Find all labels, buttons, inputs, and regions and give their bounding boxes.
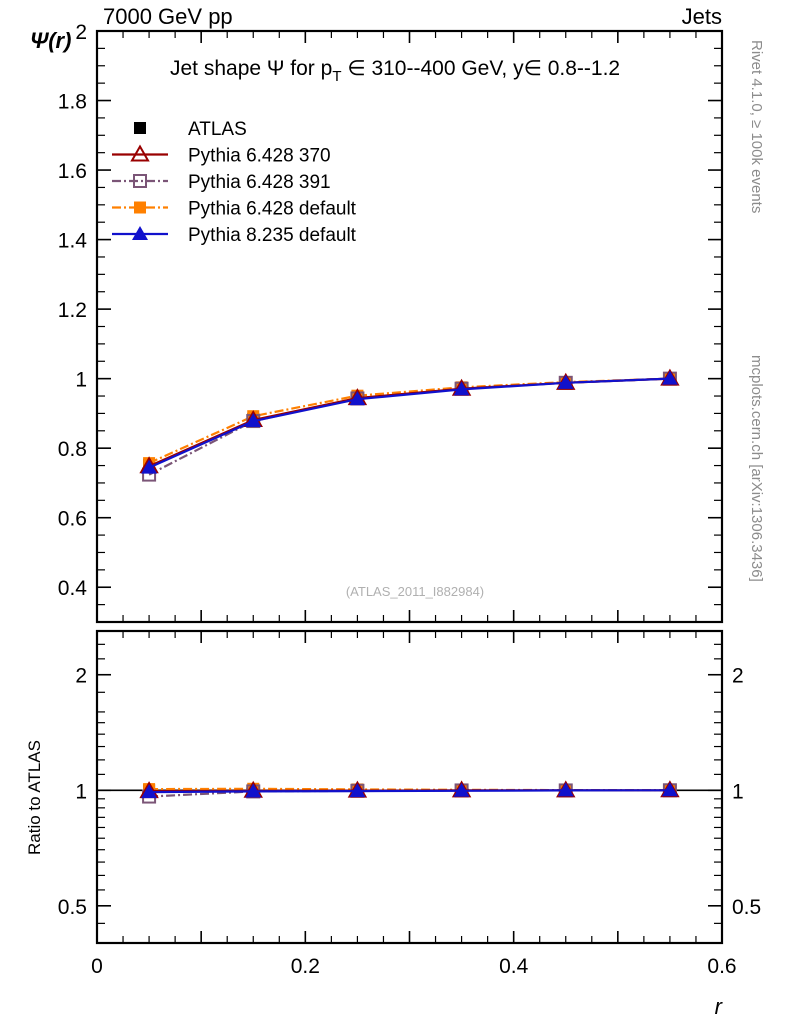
series-marker [349,391,366,406]
ratio-y-tick-label-right: 1 [732,780,744,803]
series-marker [661,782,678,797]
series-marker [245,413,262,428]
legend-marker-5 [132,226,148,240]
side-note-bottom: mcplots.cern.ch [arXiv:1306.3436] [748,355,765,582]
legend-marker-1 [134,122,146,134]
x-tick-label: 0 [91,955,103,978]
series-marker [557,782,574,797]
svg-text:Jet shape Ψ for pT ∈ 310--400: Jet shape Ψ for pT ∈ 310--400 GeV, y∈ 0.… [170,57,620,85]
main-y-tick-label: 0.8 [58,438,87,461]
x-tick-label: 0.6 [707,955,736,978]
generated-plot-layer: 2 1.8 1.6 1.4 1.2 1 0.8 0.6 0.4 2 2 1 1 0.5 0.5 0 0.2 0.4… [58,21,761,978]
series-marker [453,782,470,797]
x-axis-title: r [715,994,724,1019]
legend-label-1: ATLAS [188,119,247,140]
legend-label-3: Pythia 6.428 391 [188,172,331,193]
ratio-y-tick-label-right: 0.5 [732,896,761,919]
series-marker [557,374,574,389]
main-y-tick-label: 2 [75,21,87,44]
legend-label-5: Pythia 8.235 default [188,225,357,246]
side-note-top: Rivet 4.1.0, ≥ 100k events [748,40,765,213]
series-marker [453,381,470,396]
plot-title: Jet shape Ψ for pT ∈ 310--400 GeV, y∈ 0.… [170,57,620,85]
main-y-tick-label: 1 [75,369,87,392]
main-y-axis-title: Ψ(r) [30,28,71,53]
ratio-y-tick-label-right: 2 [732,665,744,688]
series-marker [245,783,262,798]
series-marker [661,370,678,385]
main-y-tick-label: 0.6 [58,508,87,531]
series-marker [141,784,158,799]
series-marker [141,459,158,474]
x-tick-label: 0.2 [291,955,320,978]
plot-title-sub: T [332,68,341,85]
ratio-y-tick-label: 0.5 [58,896,87,919]
main-y-tick-label: 0.4 [58,577,88,600]
main-y-tick-label: 1.6 [58,160,87,183]
legend-marker-3 [133,174,147,188]
main-y-tick-label: 1.2 [58,299,87,322]
dataset-watermark: (ATLAS_2011_I882984) [346,584,484,599]
plot-title-suffix: ∈ 310--400 GeV, y∈ 0.8--1.2 [341,57,620,80]
ratio-y-axis-title: Ratio to ATLAS [25,740,44,855]
legend-marker-2 [130,144,150,162]
legend-label-4: Pythia 6.428 default [188,199,357,220]
main-y-tick-label: 1.8 [58,91,87,114]
header-right-label: Jets [682,4,722,29]
header-left-label: 7000 GeV pp [103,4,233,29]
series-line [148,377,670,469]
ratio-y-tick-label: 2 [75,665,87,688]
series-line [149,789,670,794]
legend-label-2: Pythia 6.428 370 [188,146,331,167]
main-y-tick-label: 1.4 [58,230,88,253]
ratio-y-tick-label: 1 [75,780,87,803]
plot-title-prefix: Jet shape Ψ for p [170,57,332,80]
series-marker [349,783,366,798]
x-tick-label: 0.4 [499,955,529,978]
legend-marker-4 [134,201,146,214]
